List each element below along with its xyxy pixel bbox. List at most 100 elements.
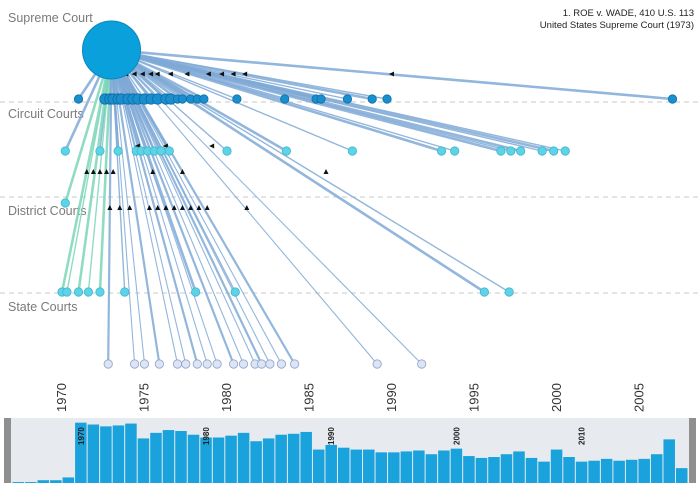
citing-case-nodes: [57, 93, 678, 369]
case-node-district-1: [95, 146, 105, 156]
minimap-bar-1977: [162, 430, 175, 483]
citation-edge-50: [77, 49, 113, 293]
minimap-tick-2000: 2000: [452, 427, 461, 445]
arrow-marker-1-6: [179, 169, 185, 174]
minimap-bar-2000: [450, 448, 463, 483]
case-node-bottom-15: [290, 359, 300, 369]
arrow-marker-2-8: [188, 205, 194, 210]
arrow-marker-2-7: [179, 205, 185, 210]
citation-edge-53: [110, 49, 126, 293]
tier-label-state: State Courts: [8, 300, 77, 314]
year-tick-1980: 1980: [219, 383, 234, 412]
minimap-bar-2002: [475, 457, 488, 483]
minimap-bar-1994: [375, 452, 388, 483]
arrow-marker-2-5: [163, 205, 169, 210]
year-tick-1985: 1985: [302, 383, 317, 412]
citation-edge-25: [111, 49, 388, 100]
tier-label-circuit: Circuit Courts: [8, 107, 84, 121]
case-node-bottom-4: [172, 359, 183, 369]
case-node-bottom-1: [130, 359, 140, 369]
case-node-bottom-13: [265, 359, 275, 369]
minimap-bar-1991: [337, 447, 350, 483]
year-tick-2000: 2000: [549, 383, 564, 412]
minimap-bar-1987: [287, 433, 300, 483]
minimap-bar-2005: [513, 451, 525, 483]
case-node-bottom-7: [202, 359, 212, 369]
arrow-marker-2-4: [155, 205, 161, 210]
case-node-state-1: [62, 287, 72, 297]
case-node-state-5: [120, 287, 130, 297]
citation-edge-49: [66, 49, 113, 293]
citation-edge-57: [111, 49, 510, 293]
minimap-bar-2001: [463, 456, 475, 483]
arrow-marker-2-2: [127, 205, 133, 210]
case-node-district-13: [450, 146, 460, 156]
minimap-bar-2016: [650, 454, 663, 483]
case-node-district-16: [516, 146, 526, 156]
citation-edge-46: [111, 49, 566, 152]
arrow-marker-0-9: [230, 71, 236, 77]
minimap-bar-1965: [12, 482, 25, 483]
minimap-bar-1997: [413, 450, 425, 483]
case-node-bottom-5: [181, 359, 191, 369]
case-node-bottom-2: [139, 359, 150, 369]
arrow-marker-1-2: [97, 169, 103, 174]
minimap-left-handle[interactable]: [4, 418, 11, 483]
case-node-district-9: [222, 146, 232, 156]
case-node-bottom-6: [192, 359, 202, 369]
arrow-marker-0-11: [389, 71, 394, 77]
minimap-bar-1996: [400, 451, 413, 483]
case-node-district-2: [113, 146, 123, 156]
minimap-bar-1995: [388, 452, 400, 483]
case-node-bottom-3: [154, 359, 164, 369]
year-tick-1995: 1995: [467, 383, 482, 412]
minimap-tick-1970: 1970: [77, 427, 86, 445]
case-node-district-8: [164, 146, 174, 156]
case-node-circuit-24: [367, 94, 377, 104]
minimap-bar-2014: [625, 459, 638, 483]
minimap-bar-1982: [225, 435, 237, 483]
case-node-circuit-20: [280, 94, 290, 104]
minimap-bar-1969: [62, 477, 75, 483]
arrow-marker-2-1: [117, 205, 123, 210]
minimap-bar-1992: [350, 449, 363, 483]
case-node-circuit-18: [199, 94, 209, 104]
case-node-district-17: [537, 146, 547, 156]
case-node-district-15: [506, 146, 516, 156]
central-case[interactable]: [82, 20, 141, 80]
case-node-circuit-23: [342, 94, 353, 104]
minimap-bar-1976: [150, 432, 162, 483]
case-node-bottom-10: [238, 359, 249, 369]
case-node-bottom-0: [103, 359, 113, 369]
minimap-bar-2013: [613, 460, 625, 483]
minimap-bar-1975: [137, 438, 150, 483]
minimap-tick-1980: 1980: [202, 427, 211, 445]
arrow-marker-3-2: [209, 143, 215, 149]
minimap-bar-2007: [538, 461, 550, 483]
arrow-marker-2-9: [196, 205, 202, 210]
minimap-bar-2009: [563, 457, 575, 483]
case-node-circuit-15: [177, 94, 188, 104]
minimap-right-handle[interactable]: [689, 418, 696, 483]
case-node-state-7: [230, 287, 240, 297]
minimap-bar-1989: [312, 449, 325, 483]
arrow-marker-1-1: [90, 169, 96, 174]
arrow-marker-2-3: [146, 205, 152, 210]
minimap-bar-1979: [187, 434, 200, 483]
case-node-bottom-8: [212, 359, 222, 369]
case-node-circuit-19: [232, 94, 242, 104]
case-node-state-8: [479, 287, 489, 297]
minimap-background: [10, 418, 690, 483]
arrow-marker-0-8: [219, 71, 225, 77]
arrow-marker-2-0: [107, 205, 113, 210]
arrow-marker-1-0: [84, 169, 90, 174]
minimap-bar-1974: [125, 423, 137, 483]
year-tick-2005: 2005: [632, 383, 647, 412]
case-node-district_low-0: [60, 198, 70, 208]
case-node-bottom-17: [417, 359, 427, 369]
minimap-bar-1990: [325, 444, 337, 483]
minimap-bar-2015: [638, 458, 650, 483]
minimap-bar-1966: [25, 482, 37, 483]
case-node-district-11: [347, 146, 357, 156]
timeline-minimap[interactable]: 1970 1980 1990 2000 2010: [4, 418, 696, 483]
